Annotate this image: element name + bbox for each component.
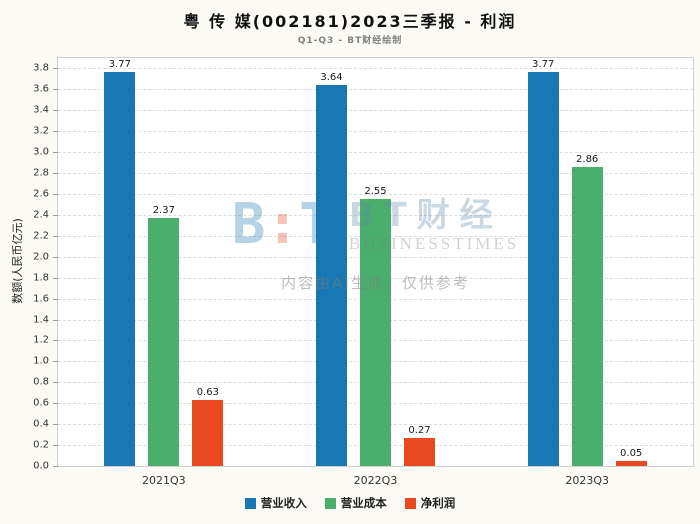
legend-item: 营业收入 — [244, 495, 307, 511]
y-tick-label: 1.0 — [33, 355, 49, 367]
y-tick-mark — [53, 424, 58, 426]
chart-subtitle: Q1-Q3 - BT财经绘制 — [297, 36, 403, 46]
bar-value-label: 2.55 — [364, 186, 387, 198]
bar — [360, 199, 391, 466]
y-tick-label: 0.6 — [33, 397, 49, 409]
bar — [192, 400, 224, 466]
legend-label: 营业收入 — [260, 496, 307, 510]
legend-swatch — [244, 497, 256, 509]
bar-value-label: 0.05 — [620, 447, 643, 459]
bar-value-label: 0.27 — [408, 424, 431, 436]
y-tick-label: 0.4 — [33, 418, 49, 430]
y-tick-mark — [53, 194, 58, 195]
legend: 营业收入 营业成本 净利润 — [0, 495, 700, 511]
x-tick-label: 2022Q3 — [353, 474, 398, 487]
gridline — [58, 89, 693, 91]
y-tick-mark — [53, 277, 58, 279]
y-tick-mark — [53, 89, 58, 91]
legend-item: 净利润 — [404, 495, 456, 511]
y-tick-mark — [53, 361, 58, 363]
plot-area: B:T BT财经 BUSINESSTIMES 内容由AI生成，仅供参考 0.0 0… — [33, 57, 694, 487]
y-tick-label: 2.0 — [33, 251, 49, 263]
bar — [104, 71, 136, 466]
legend-swatch — [404, 497, 416, 509]
y-tick-mark — [53, 319, 58, 321]
bt-logo-colon: : — [265, 191, 300, 257]
bar-value-label: 3.77 — [108, 58, 131, 70]
bt-logo-letter-b: B — [231, 191, 266, 257]
gridline — [58, 173, 693, 175]
bar — [527, 71, 559, 466]
y-tick-mark — [53, 403, 58, 405]
legend-item: 营业成本 — [324, 495, 387, 511]
chart-title: 粤 传 媒(002181)2023三季报 - 利润 — [183, 12, 517, 31]
bar — [316, 85, 347, 466]
y-tick-label: 1.8 — [33, 272, 49, 284]
y-tick-label: 3.8 — [33, 62, 49, 74]
y-tick-mark — [53, 382, 58, 384]
legend-label: 净利润 — [420, 496, 456, 510]
y-tick-label: 3.0 — [33, 146, 49, 158]
y-tick-label: 3.6 — [33, 83, 49, 95]
y-tick-label: 1.6 — [33, 293, 49, 305]
y-tick-label: 2.2 — [33, 230, 49, 242]
y-tick-label: 1.4 — [33, 314, 49, 326]
y-axis-label: 数额(人民币亿元) — [11, 218, 24, 304]
gridline — [58, 194, 693, 195]
y-tick-label: 2.6 — [33, 188, 49, 200]
y-tick-mark — [53, 110, 58, 112]
bar-value-label: 2.86 — [576, 153, 599, 165]
y-tick-label: 2.4 — [33, 209, 49, 221]
y-tick-label: 2.8 — [33, 167, 49, 179]
y-tick-mark — [53, 152, 58, 154]
y-tick-mark — [53, 445, 58, 447]
x-tick-label: 2023Q3 — [565, 474, 609, 487]
y-tick-mark — [53, 131, 58, 133]
y-tick-label: 3.4 — [33, 104, 49, 116]
bar-value-label: 3.64 — [320, 72, 343, 84]
bar-value-label: 0.63 — [196, 387, 219, 399]
y-tick-mark — [53, 466, 58, 467]
y-tick-label: 1.2 — [33, 334, 49, 346]
x-tick-label: 2021Q3 — [142, 474, 186, 487]
y-tick-mark — [53, 235, 58, 237]
y-tick-mark — [53, 214, 58, 216]
legend-swatch — [324, 497, 336, 509]
y-tick-mark — [53, 173, 58, 175]
y-tick-mark — [53, 256, 58, 258]
gridline — [58, 152, 693, 154]
y-tick-mark — [53, 298, 58, 300]
y-tick-label: 0.2 — [33, 439, 49, 451]
gridline — [58, 68, 693, 70]
bar — [404, 437, 435, 466]
gridline — [58, 131, 693, 133]
bar — [615, 460, 647, 466]
y-tick-label: 0.8 — [33, 376, 49, 388]
bar — [148, 218, 180, 466]
y-tick-label: 0.0 — [33, 460, 49, 472]
bar-value-label: 2.37 — [152, 205, 175, 217]
y-tick-mark — [53, 340, 58, 342]
gridline — [58, 110, 693, 112]
y-tick-label: 3.2 — [33, 125, 49, 137]
bar — [571, 166, 603, 466]
legend-label: 营业成本 — [340, 496, 387, 510]
y-tick-mark — [53, 68, 58, 70]
bar-value-label: 3.77 — [532, 58, 555, 70]
